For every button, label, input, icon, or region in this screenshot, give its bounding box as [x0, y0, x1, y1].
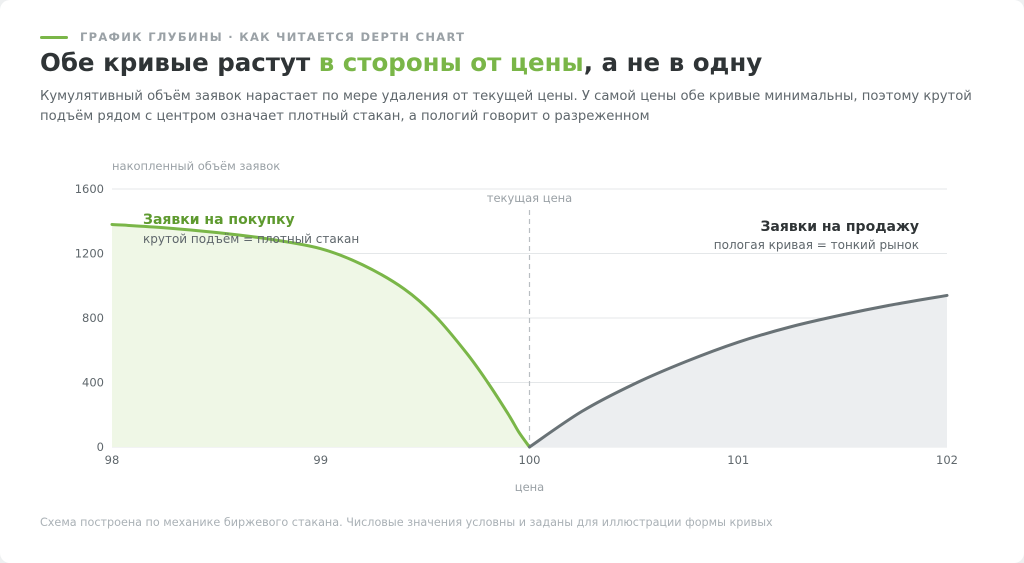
- sell-area: [529, 295, 947, 447]
- buy-series-name: Заявки на покупку: [143, 212, 295, 228]
- title-part-start: Обе кривые растут: [40, 48, 319, 77]
- buy-curve: [110, 222, 531, 449]
- sell-series-note: пологая кривая = тонкий рынок: [714, 238, 919, 252]
- x-tick-101: 101: [727, 453, 749, 467]
- y-tick-1600: 1600: [75, 182, 104, 196]
- x-tick-100: 100: [519, 453, 541, 467]
- subtitle: Кумулятивный объём заявок нарастает по м…: [40, 89, 972, 124]
- y-tick-400: 400: [82, 376, 104, 390]
- y-axis-label: накопленный объём заявок: [112, 159, 280, 173]
- title-accent: в стороны от цены: [318, 48, 584, 77]
- title-part-end: , а не в одну: [583, 48, 763, 77]
- footnote: Схема построена по механике биржевого ст…: [40, 516, 773, 529]
- buy-series-note: крутой подъём = плотный стакан: [143, 232, 359, 246]
- current-price-label: текущая цена: [487, 191, 572, 205]
- x-tick-99: 99: [313, 453, 328, 467]
- y-tick-0: 0: [97, 440, 104, 454]
- y-tick-800: 800: [82, 311, 104, 325]
- buy-area: [112, 224, 530, 447]
- kicker-accent-line: [40, 35, 68, 39]
- page-title: Обе кривые растут в стороны от цены, а н…: [40, 48, 762, 77]
- x-tick-98: 98: [105, 453, 120, 467]
- y-tick-labels: 0 400 800 1200 1600: [75, 182, 104, 454]
- x-tick-labels: 98 99 100 101 102: [105, 453, 958, 467]
- x-tick-102: 102: [936, 453, 958, 467]
- x-axis-label: цена: [515, 480, 544, 494]
- sell-series-name: Заявки на продажу: [760, 219, 919, 235]
- y-tick-1200: 1200: [75, 247, 104, 261]
- sell-curve: [528, 293, 949, 449]
- kicker-text: ГРАФИК ГЛУБИНЫ · КАК ЧИТАЕТСЯ DEPTH CHAR…: [80, 30, 466, 44]
- kicker: ГРАФИК ГЛУБИНЫ · КАК ЧИТАЕТСЯ DEPTH CHAR…: [40, 29, 465, 45]
